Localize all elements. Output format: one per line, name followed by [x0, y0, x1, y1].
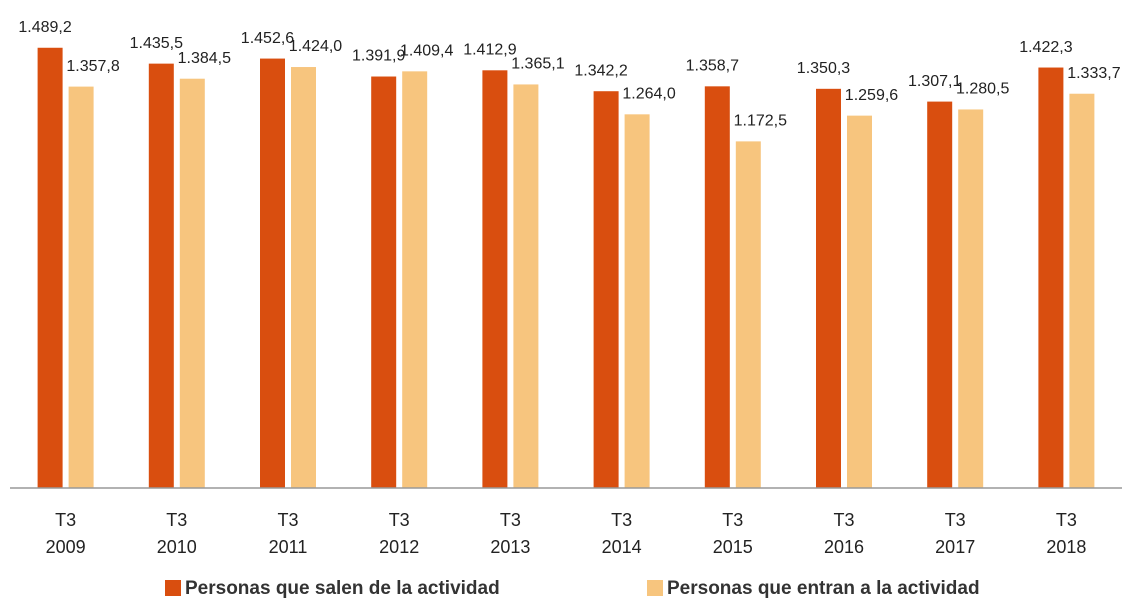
x-tick-label: T3 2014	[602, 510, 642, 557]
bar	[735, 141, 761, 488]
bar	[593, 91, 619, 488]
value-label: 1.358,7	[686, 58, 739, 75]
value-label: 1.452,6	[241, 30, 294, 47]
value-label: 1.412,9	[463, 42, 516, 59]
bar	[816, 88, 841, 488]
legend-swatch	[647, 580, 663, 596]
bar	[482, 70, 508, 489]
value-label: 1.342,2	[574, 62, 627, 79]
value-label: 1.391,9	[352, 48, 405, 65]
bar	[624, 114, 650, 488]
x-tick-label: T3 2015	[713, 510, 753, 557]
x-tick-label: T3 2018	[1046, 510, 1086, 557]
value-label: 1.307,1	[908, 73, 961, 90]
value-label: 1.357,8	[66, 58, 119, 75]
x-tick-label: T3 2012	[379, 510, 419, 557]
value-label: 1.280,5	[956, 81, 1009, 98]
bar	[402, 71, 428, 488]
bar	[260, 58, 285, 488]
value-label: 1.489,2	[18, 19, 71, 36]
bar	[371, 76, 397, 488]
x-tick-label: T3 2017	[935, 510, 975, 557]
bar	[704, 86, 730, 488]
value-label: 1.350,3	[797, 60, 850, 77]
legend-label: Personas que salen de la actividad	[185, 578, 500, 599]
value-label: 1.422,3	[1019, 39, 1072, 56]
bar	[68, 86, 94, 488]
bar	[148, 63, 174, 489]
x-tick-label: T3 2016	[824, 510, 864, 557]
x-tick-label: T3 2013	[490, 510, 530, 557]
bar	[958, 109, 984, 489]
bar	[37, 47, 63, 488]
value-label: 1.172,5	[734, 113, 787, 130]
bar	[847, 115, 872, 489]
legend-label: Personas que entran a la actividad	[667, 578, 980, 599]
bar	[291, 67, 316, 488]
legend-swatch	[165, 580, 181, 596]
bar	[513, 84, 539, 488]
value-label: 1.424,0	[289, 38, 342, 55]
x-tick-label: T3 2009	[46, 510, 86, 557]
value-label: 1.409,4	[400, 43, 453, 60]
value-label: 1.264,0	[622, 86, 675, 103]
bar	[179, 78, 205, 488]
value-label: 1.435,5	[130, 35, 183, 52]
value-label: 1.259,6	[845, 87, 898, 104]
bar	[1038, 67, 1064, 488]
value-label: 1.333,7	[1067, 65, 1120, 82]
x-tick-label: T3 2011	[269, 510, 308, 557]
bar	[1069, 93, 1095, 488]
bar	[927, 101, 953, 488]
x-tick-label: T3 2010	[157, 510, 197, 557]
value-label: 1.384,5	[178, 50, 231, 67]
value-label: 1.365,1	[511, 56, 564, 73]
